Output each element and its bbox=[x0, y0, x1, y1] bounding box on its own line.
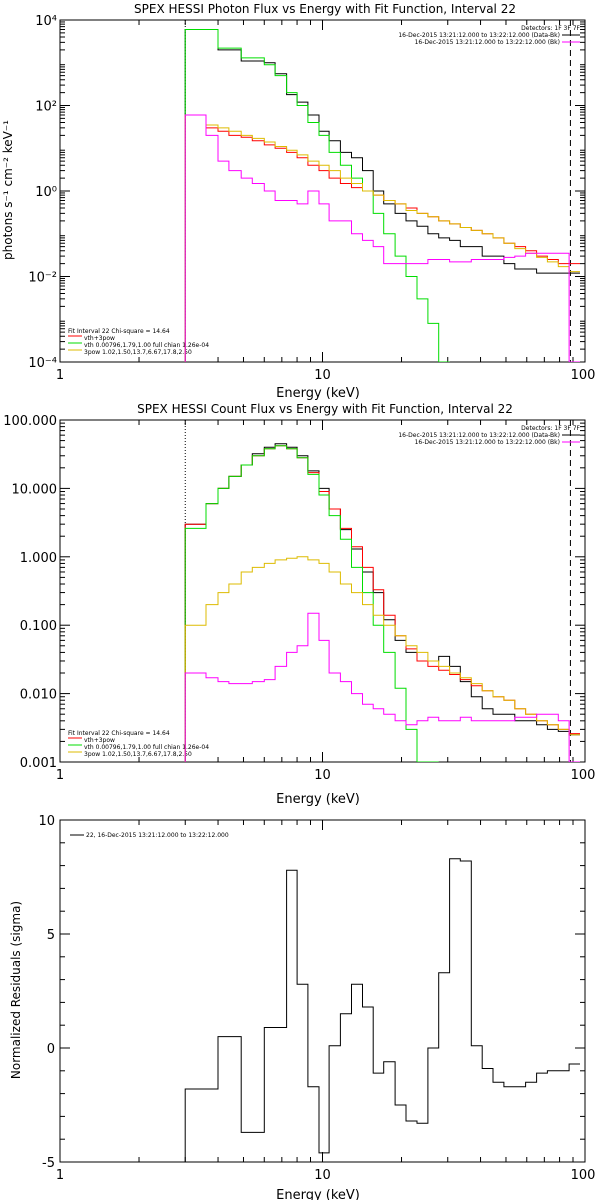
photon-y-tick-label: 10⁻⁴ bbox=[28, 356, 57, 371]
count-y-tick-label: 0.001 bbox=[20, 756, 57, 771]
photon-info-right-0: Detectors: 1F 3F 7F bbox=[521, 25, 580, 32]
photon-x-tick-label: 10 bbox=[314, 368, 331, 383]
count-flux-chart: SPEX HESSI Count Flux vs Energy with Fit… bbox=[3, 402, 595, 807]
count-chart-title: SPEX HESSI Count Flux vs Energy with Fit… bbox=[137, 402, 513, 416]
photon-chart-xlabel: Energy (keV) bbox=[276, 386, 360, 401]
photon-flux-chart: SPEX HESSI Photon Flux vs Energy with Fi… bbox=[1, 2, 595, 401]
count-y-tick-label: 10.000 bbox=[12, 482, 58, 497]
residuals-legend-label: 22, 16-Dec-2015 13:21:12.000 to 13:22:12… bbox=[86, 832, 229, 839]
photon-series-line-3 bbox=[184, 114, 580, 362]
photon-chart-title: SPEX HESSI Photon Flux vs Energy with Fi… bbox=[134, 2, 516, 16]
photon-info-right-1: 16-Dec-2015 13:21:12.000 to 13:22:12.000… bbox=[398, 32, 560, 39]
residuals-x-tick-label: 100 bbox=[571, 1168, 596, 1183]
residuals-y-tick-label: 5 bbox=[47, 928, 55, 943]
photon-y-tick-label: 10² bbox=[35, 100, 57, 115]
residuals-plot-frame bbox=[59, 819, 586, 1163]
count-info-left-1: vth+3pow bbox=[84, 737, 115, 744]
photon-series-line-4 bbox=[184, 114, 580, 362]
photon-info-left-3: 3pow 1.02,1.50,13.7,6.67,17.8,2.50 bbox=[84, 349, 192, 356]
count-y-tick-label: 0.010 bbox=[20, 688, 57, 703]
count-info-left-2: vth 0.00796,1.79,1.00 full chian 1.26e-0… bbox=[84, 744, 209, 751]
photon-y-tick-label: 10⁴ bbox=[35, 14, 57, 29]
count-info-right-1: 16-Dec-2015 13:21:12.000 to 13:22:12.000… bbox=[398, 432, 560, 439]
photon-y-tick-label: 10⁻² bbox=[28, 271, 57, 286]
residuals-chart-xlabel: Energy (keV) bbox=[276, 1188, 360, 1200]
count-chart-xlabel: Energy (keV) bbox=[276, 792, 360, 807]
photon-info-left-1: vth+3pow bbox=[84, 335, 115, 342]
residuals-y-tick-label: -5 bbox=[42, 1156, 55, 1171]
photon-info-left-0: Fit Interval 22 Chi-square = 14.64 bbox=[68, 328, 170, 335]
count-y-tick-label: 0.100 bbox=[20, 619, 57, 634]
count-info-left-0: Fit Interval 22 Chi-square = 14.64 bbox=[68, 730, 170, 737]
count-info-right-2: 16-Dec-2015 13:21:12.000 to 13:22:12.000… bbox=[415, 439, 560, 446]
count-y-tick-label: 100.000 bbox=[3, 414, 57, 429]
residuals-series-line-0 bbox=[184, 858, 580, 1162]
photon-x-tick-label: 1 bbox=[56, 368, 64, 383]
residuals-y-tick-label: 10 bbox=[38, 814, 55, 829]
count-y-tick-label: 1.000 bbox=[20, 551, 57, 566]
residuals-x-tick-label: 1 bbox=[56, 1168, 64, 1183]
residuals-chart-ylabel: Normalized Residuals (sigma) bbox=[9, 901, 23, 1079]
count-series-line-4 bbox=[184, 612, 580, 762]
count-x-tick-label: 10 bbox=[314, 768, 331, 783]
residuals-y-tick-label: 0 bbox=[47, 1042, 55, 1057]
residuals-chart: Normalized Residuals (sigma) Energy (keV… bbox=[9, 814, 595, 1200]
count-info-left-3: 3pow 1.02,1.50,13.7,6.67,17.8,2.50 bbox=[84, 751, 192, 758]
count-x-tick-label: 100 bbox=[571, 768, 596, 783]
photon-series-line-0 bbox=[184, 29, 580, 362]
photon-series-line-1 bbox=[184, 114, 580, 362]
count-x-tick-label: 1 bbox=[56, 768, 64, 783]
count-series-line-1 bbox=[184, 445, 580, 762]
count-info-right-0: Detectors: 1F 3F 7F bbox=[521, 425, 580, 432]
count-series-line-2 bbox=[184, 445, 439, 762]
photon-y-tick-label: 10⁰ bbox=[35, 185, 57, 200]
photon-info-left-2: vth 0.00796,1.79,1.00 full chian 1.26e-0… bbox=[84, 342, 209, 349]
count-plot-frame bbox=[59, 419, 586, 763]
photon-plot-frame bbox=[59, 19, 586, 363]
photon-info-right-2: 16-Dec-2015 13:21:12.000 to 13:22:12.000… bbox=[415, 39, 560, 46]
count-series-line-0 bbox=[184, 443, 580, 762]
photon-x-tick-label: 100 bbox=[571, 368, 596, 383]
residuals-x-tick-label: 10 bbox=[314, 1168, 331, 1183]
count-series-line-3 bbox=[184, 556, 580, 762]
photon-chart-ylabel: photons s⁻¹ cm⁻² keV⁻¹ bbox=[1, 120, 15, 260]
photon-series-line-2 bbox=[184, 29, 450, 362]
